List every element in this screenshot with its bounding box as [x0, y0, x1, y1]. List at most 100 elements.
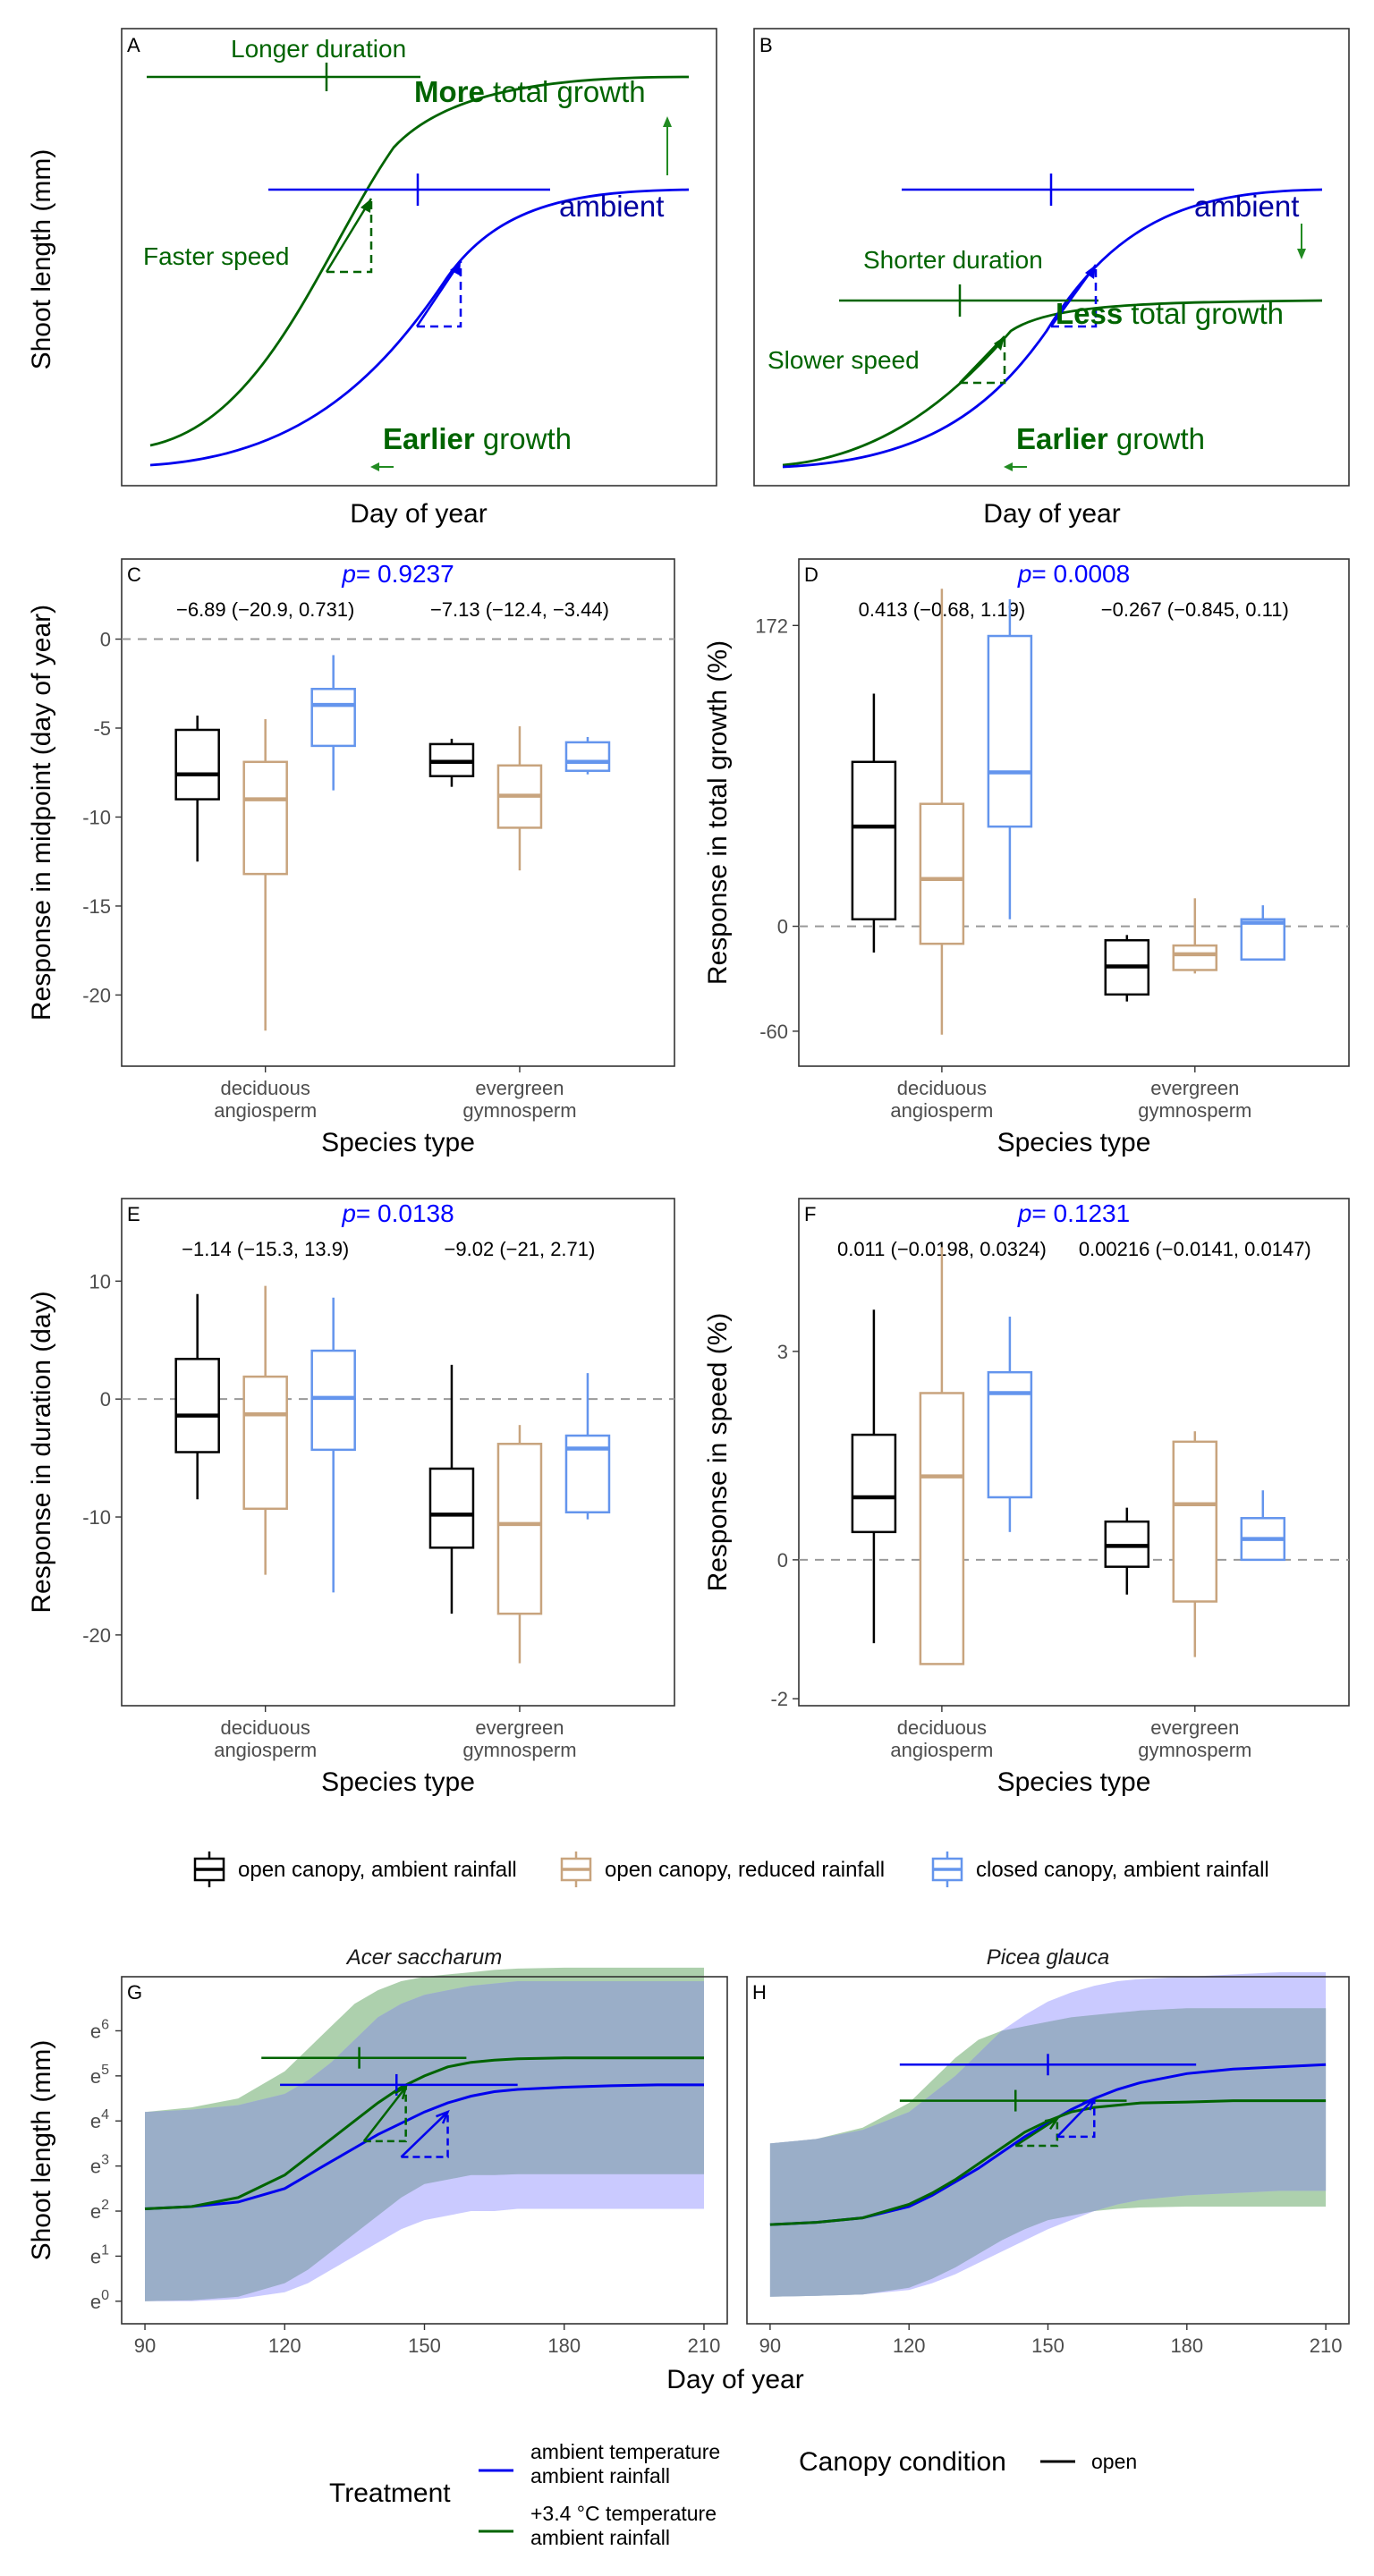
treatment-warm-line1: +3.4 °C temperature — [530, 2502, 717, 2525]
category-label-line2: gymnosperm — [1138, 1099, 1251, 1122]
panel-b-less-total-growth: Less total growth — [1056, 297, 1284, 330]
box-2-cat-1 — [919, 589, 965, 1035]
category-label-line1: deciduous — [221, 1716, 310, 1739]
panel-a-left-arrowhead — [370, 462, 379, 471]
effect-annotation: −7.13 (−12.4, −3.44) — [430, 598, 609, 621]
y-tick-base: e — [90, 2156, 101, 2178]
panel-letter: C — [127, 564, 141, 586]
speed-triangle — [363, 2087, 407, 2143]
panel-b: B ambient Shorter duration Less total gr… — [753, 28, 1350, 529]
p-value: p= 0.1231 — [1017, 1199, 1130, 1227]
band-overlap — [769, 2008, 1327, 2297]
y-tick-label: -60 — [759, 1021, 788, 1043]
category-label-line1: evergreen — [475, 1716, 564, 1739]
box-legend: open canopy, ambient rainfall open canopy… — [193, 1852, 1269, 1887]
panel-a-more: More — [414, 75, 485, 108]
y-tick-label: 0 — [100, 629, 111, 651]
y-tick-label: e6 — [90, 2017, 109, 2042]
box-iqr — [174, 728, 220, 801]
panel-frame — [798, 1198, 1350, 1707]
panel-a-blue-speed-arrow — [415, 260, 462, 327]
category-label-line2: gymnosperm — [462, 1739, 576, 1761]
x-tick-label: 120 — [268, 2334, 301, 2357]
panel-letter: G — [127, 1981, 142, 2004]
x-tick-label: 180 — [547, 2334, 581, 2357]
panel-frame — [121, 558, 675, 1067]
p-symbol: p — [1017, 1199, 1032, 1227]
box-2-cat-2 — [1172, 1431, 1218, 1657]
speed-arrow — [1056, 2097, 1096, 2138]
y-tick-base: e — [90, 2291, 101, 2313]
panel-a-more-total-growth: More total growth — [414, 75, 646, 108]
panel-a-up-arrowhead — [663, 116, 672, 127]
panel-frame — [798, 558, 1350, 1067]
panel-b-down-arrowhead — [1297, 249, 1306, 259]
box-1-cat-2 — [1104, 1507, 1150, 1595]
box-2-cat-2 — [496, 1425, 543, 1664]
y-tick-base: e — [90, 2020, 101, 2042]
panel-a-growth: growth — [475, 422, 572, 455]
category-label-line1: evergreen — [1150, 1077, 1239, 1099]
treatment-ambient-line1: ambient temperature — [530, 2440, 720, 2463]
box-iqr — [919, 1392, 965, 1665]
y-axis-title: Response in total growth (%) — [703, 640, 733, 985]
panel-a-total-growth: total growth — [485, 75, 646, 108]
y-tick-base: e — [90, 2245, 101, 2267]
speed-arrowhead — [436, 2109, 450, 2124]
y-tick-label: -20 — [82, 1624, 111, 1647]
effect-annotation: −6.89 (−20.9, 0.731) — [176, 598, 354, 621]
panel-a-green-speed-triangle — [327, 199, 373, 274]
y-tick-label: e1 — [90, 2242, 109, 2267]
y-tick-label: -10 — [82, 806, 111, 828]
legend-item-2: open canopy, reduced rainfall — [560, 1852, 885, 1887]
category-label-line1: evergreen — [475, 1077, 564, 1099]
box-3-cat-1 — [987, 598, 1033, 919]
y-tick-label: e0 — [90, 2288, 109, 2313]
x-tick-label: 210 — [1310, 2334, 1343, 2357]
y-tick-label: e5 — [90, 2063, 109, 2088]
box-3-cat-2 — [1240, 905, 1286, 961]
treatment-ambient-line2: ambient rainfall — [530, 2464, 670, 2487]
y-tick-base: e — [90, 2200, 101, 2223]
y-tick-label: 0 — [777, 1549, 788, 1572]
box-3-cat-1 — [310, 1297, 356, 1593]
y-tick-label: e2 — [90, 2198, 109, 2223]
box-2-cat-2 — [496, 726, 543, 871]
panel-a-ylabel: Shoot length (mm) — [27, 149, 56, 370]
y-axis-title: Shoot length (mm) — [27, 2040, 56, 2261]
panel-b-shorter-duration: Shorter duration — [863, 246, 1043, 274]
effect-annotation: 0.00216 (−0.0141, 0.0147) — [1079, 1238, 1311, 1260]
panel-a: Shoot length (mm) A Longer duration More… — [27, 28, 717, 529]
category-label-line2: gymnosperm — [1138, 1739, 1251, 1761]
panel-b-blue-speed-triangle — [1051, 265, 1098, 328]
panel-letter: D — [804, 564, 818, 586]
treatment-legend-title: Treatment — [329, 2479, 451, 2508]
box-iqr — [1172, 944, 1218, 971]
box-2-cat-1 — [919, 1247, 965, 1665]
p-number: = 0.1231 — [1031, 1199, 1130, 1227]
panel-frame — [121, 1198, 675, 1707]
y-axis-title: Response in speed (%) — [703, 1313, 733, 1592]
y-tick-label: -5 — [93, 717, 111, 740]
legend-item-3: closed canopy, ambient rainfall — [931, 1852, 1269, 1887]
series-line — [769, 2063, 1327, 2226]
panel-f: F 3 0 -2 Response in speed (%) deciduousangio… — [703, 1198, 1350, 1797]
y-tick-label: e3 — [90, 2153, 109, 2178]
box-3-cat-2 — [1240, 1490, 1286, 1562]
y-tick-label: 0 — [777, 916, 788, 938]
y-tick-exponent: 3 — [101, 2153, 109, 2168]
y-tick-label: 3 — [777, 1341, 788, 1363]
panel-b-xlabel: Day of year — [983, 499, 1120, 529]
series-line — [769, 2099, 1327, 2226]
series-line — [144, 2056, 704, 2210]
legend-label: open canopy, reduced rainfall — [605, 1858, 885, 1882]
box-iqr — [310, 687, 356, 748]
box-iqr — [242, 760, 288, 876]
box-iqr — [564, 741, 611, 772]
speed-arrowhead — [394, 2084, 408, 2100]
y-tick-exponent: 6 — [101, 2017, 109, 2032]
panel-b-blue-arrowhead — [1085, 265, 1096, 279]
box-iqr — [174, 1358, 220, 1453]
